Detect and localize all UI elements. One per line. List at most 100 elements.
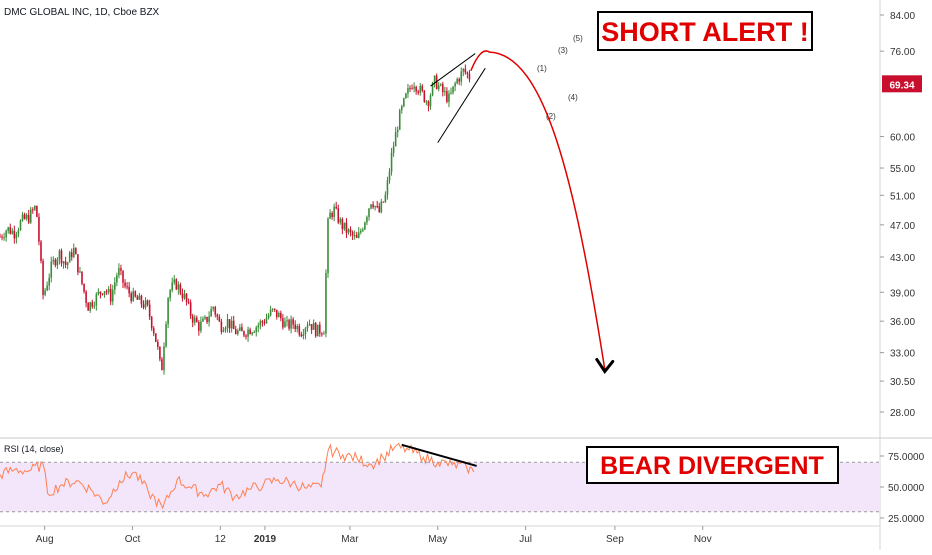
candle-body (372, 204, 374, 208)
candle (345, 218, 348, 239)
candle-body (218, 316, 221, 322)
wedge-lower-line (437, 67, 486, 143)
candle (442, 81, 444, 97)
candle-body (0, 236, 1, 238)
candle-body (171, 282, 173, 291)
candle (187, 298, 190, 305)
candle-body (437, 85, 440, 89)
price-axis-label: 36.00 (890, 317, 915, 328)
candle (79, 266, 81, 274)
candle (132, 287, 135, 302)
candle (181, 288, 184, 302)
candle (124, 279, 126, 289)
candle (183, 289, 186, 300)
time-axis-label: Aug (36, 534, 54, 545)
candle-body (124, 282, 126, 287)
price-axis-label: 33.00 (890, 349, 915, 360)
candle-body (275, 309, 278, 318)
candle (452, 86, 454, 95)
candle-body (64, 261, 67, 265)
candle (448, 90, 450, 108)
candle-body (300, 334, 303, 337)
candle (247, 326, 249, 342)
candle-body (310, 324, 313, 330)
candle-body (99, 291, 102, 294)
candle-body (237, 330, 239, 335)
candle (437, 81, 440, 92)
candle (210, 306, 212, 317)
candle (394, 126, 397, 147)
candle-body (32, 209, 34, 211)
candle (173, 274, 176, 285)
candle-body (292, 319, 294, 325)
candle-body (405, 93, 407, 99)
candle-body (431, 82, 434, 96)
candle (142, 300, 145, 310)
candle (292, 317, 294, 329)
candle-body (243, 331, 245, 336)
projection-arrowhead (595, 357, 615, 374)
candle-body (439, 84, 442, 86)
candle-body (38, 216, 40, 242)
candle (331, 211, 333, 220)
candle-body (189, 302, 192, 316)
candle-body (388, 171, 391, 181)
wedge-pattern (430, 53, 486, 143)
candle (382, 201, 385, 203)
candle (275, 309, 278, 320)
candle-body (191, 315, 194, 323)
candle-body (450, 92, 452, 94)
candle-body (273, 308, 276, 310)
candle (241, 323, 243, 332)
candle (234, 325, 237, 335)
candle (52, 256, 55, 265)
candle-body (138, 295, 141, 300)
short-alert-text: SHORT ALERT ! (601, 17, 808, 47)
wave-label-2: (2) (546, 112, 556, 121)
candle-body (111, 289, 114, 302)
candle (81, 271, 83, 286)
candle (0, 233, 1, 238)
candle (66, 261, 69, 270)
candle (308, 319, 311, 326)
candle (58, 249, 61, 265)
candle-body (339, 219, 342, 223)
candle (374, 205, 376, 211)
candle-body (396, 129, 399, 133)
candle-body (27, 214, 30, 223)
candle (120, 264, 122, 276)
candle-body (452, 86, 454, 93)
candle-body (417, 91, 419, 93)
candle (165, 321, 167, 348)
candle (169, 288, 171, 302)
candle (298, 323, 301, 337)
bear-divergent-text: BEAR DIVERGENT (600, 452, 824, 480)
candle (284, 317, 286, 328)
candle (140, 294, 143, 308)
candle-body (234, 329, 237, 335)
candle (107, 286, 110, 295)
candle (417, 89, 419, 96)
time-axis-label: 12 (215, 534, 227, 545)
candle-body (419, 85, 422, 93)
candle-body (398, 110, 401, 130)
candle (191, 313, 194, 328)
candle-body (351, 231, 354, 236)
candle (386, 176, 389, 200)
candle (390, 147, 393, 176)
candle (433, 75, 436, 88)
candle-body (118, 268, 120, 276)
candle-body (394, 132, 397, 147)
candle (222, 327, 225, 333)
candle-body (81, 271, 83, 284)
candle (196, 315, 198, 323)
rsi-title: RSI (14, close) (4, 444, 64, 454)
rsi-divergence-line (401, 443, 477, 467)
time-axis-label: Sep (606, 534, 624, 545)
candle-body (134, 291, 137, 297)
candle (226, 313, 229, 333)
candle-body (15, 234, 18, 239)
candle-body (109, 288, 112, 302)
candle (214, 305, 217, 318)
candle (126, 282, 128, 290)
